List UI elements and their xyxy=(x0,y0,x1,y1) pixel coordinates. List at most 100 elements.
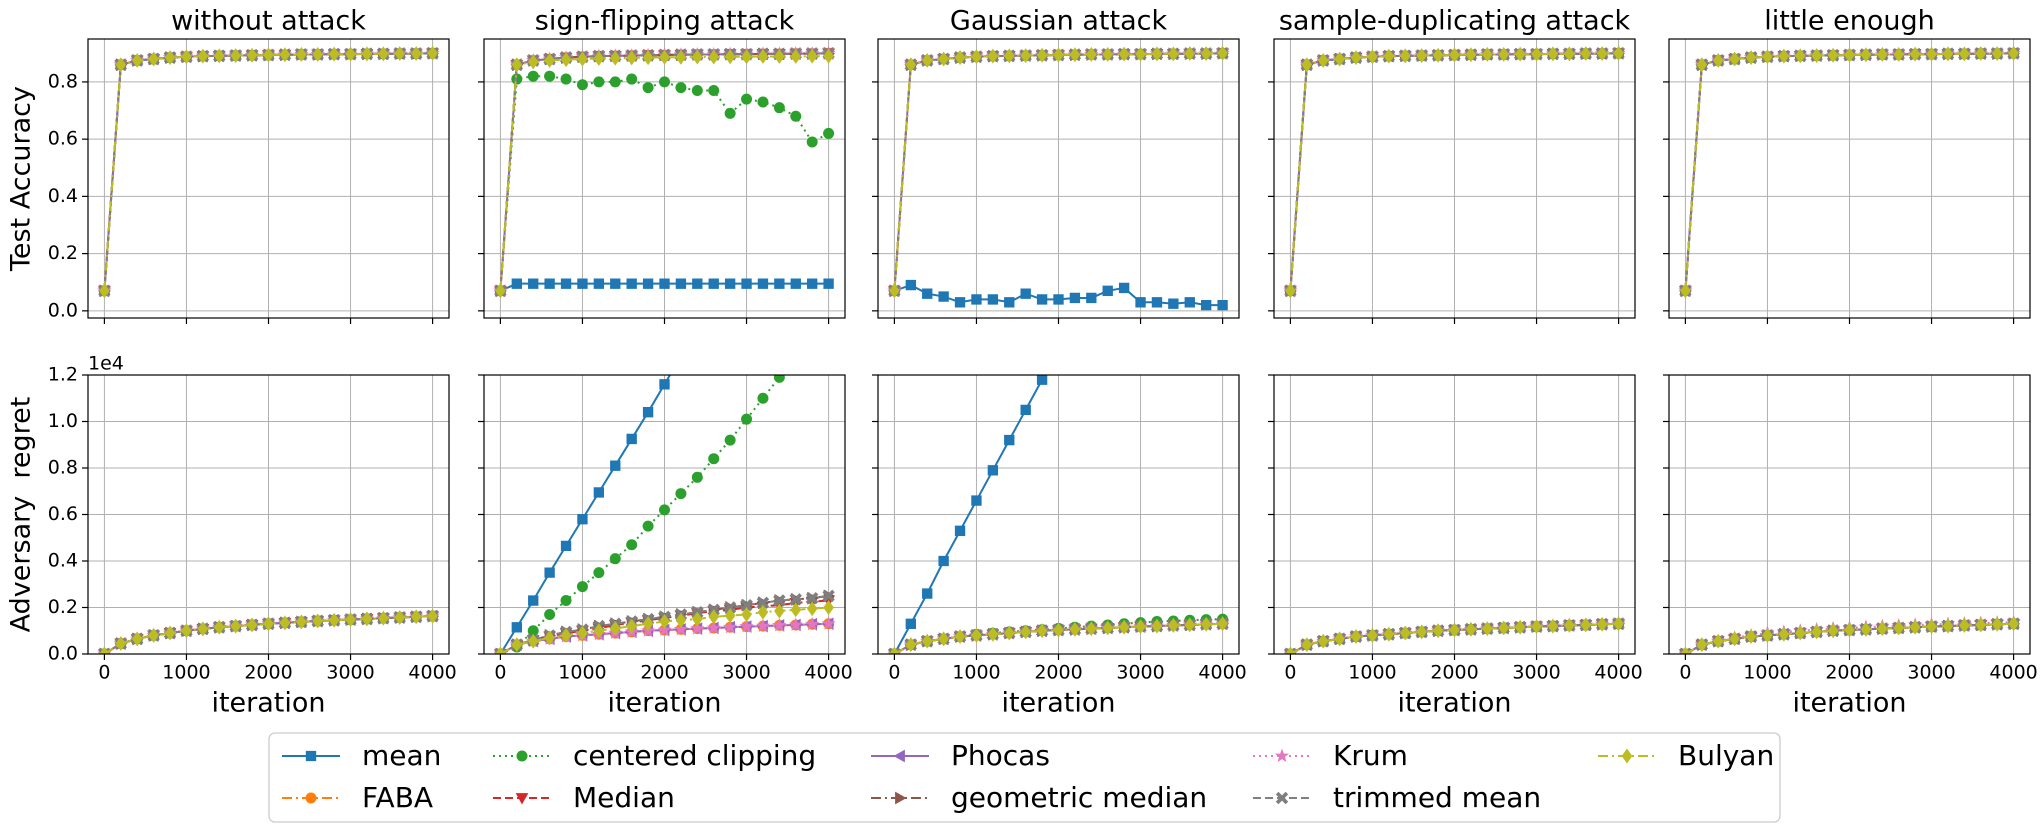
marker xyxy=(773,375,785,383)
subplot-title: sample-duplicating attack xyxy=(1279,6,1631,37)
marker xyxy=(692,278,703,289)
x-tick-label: 0 xyxy=(1679,662,1691,684)
legend-item: geometric median xyxy=(871,781,1207,814)
marker xyxy=(576,79,588,91)
marker xyxy=(1942,46,1954,62)
legend-item: trimmed mean xyxy=(1253,781,1541,814)
marker xyxy=(1860,47,1872,63)
marker xyxy=(1004,434,1015,446)
marker xyxy=(708,85,720,97)
marker xyxy=(757,278,769,289)
marker xyxy=(822,589,835,603)
y-tick-label: 1.0 xyxy=(48,410,78,432)
marker xyxy=(610,460,621,471)
marker xyxy=(131,52,143,68)
marker xyxy=(1449,622,1460,638)
marker xyxy=(2008,45,2019,61)
legend-frame xyxy=(268,732,1781,823)
marker xyxy=(626,278,637,289)
legend-marker xyxy=(516,750,528,762)
marker xyxy=(1383,626,1395,642)
y-axis-label: Test Accuracy xyxy=(6,86,37,272)
marker xyxy=(659,278,670,289)
marker xyxy=(757,392,769,404)
plot-area xyxy=(887,45,1230,311)
marker xyxy=(938,555,949,567)
marker xyxy=(410,609,422,625)
y-tick-label: 0.6 xyxy=(48,128,78,150)
marker xyxy=(788,617,803,632)
y-tick-label: 0.0 xyxy=(48,299,78,321)
marker xyxy=(724,434,736,446)
marker xyxy=(642,407,654,418)
subplot-title: Gaussian attack xyxy=(950,6,1168,37)
x-axis-label: iteration xyxy=(211,688,325,719)
marker xyxy=(345,612,356,628)
subplot: 0 1000 2000 3000 4000 0.0 0.2 0.4 0.6 0.8 1.0 1.2 it… xyxy=(6,353,457,719)
marker xyxy=(1151,618,1163,634)
legend-label: trimmed mean xyxy=(1333,781,1541,814)
marker xyxy=(1317,52,1329,68)
marker xyxy=(213,619,225,635)
marker xyxy=(1547,46,1559,62)
x-tick-label: 3000 xyxy=(326,662,374,684)
marker xyxy=(657,622,672,637)
marker xyxy=(1596,616,1608,632)
marker xyxy=(805,616,820,631)
marker xyxy=(1811,48,1822,64)
y-tick-label: 0.6 xyxy=(48,503,78,525)
marker xyxy=(889,646,900,654)
marker xyxy=(1680,283,1691,299)
marker xyxy=(773,102,785,114)
marker xyxy=(823,48,834,64)
marker xyxy=(181,49,192,65)
marker xyxy=(1003,48,1015,64)
marker xyxy=(279,615,291,631)
marker xyxy=(1416,48,1427,64)
x-tick-label: 4000 xyxy=(1198,662,1246,684)
marker xyxy=(361,46,373,62)
marker xyxy=(954,297,966,308)
marker xyxy=(544,52,555,68)
marker xyxy=(495,283,506,299)
marker xyxy=(1317,633,1329,649)
legend-label: Krum xyxy=(1333,739,1408,772)
marker xyxy=(560,52,572,68)
marker xyxy=(741,49,752,65)
marker xyxy=(1135,297,1146,308)
x-axis-label: iteration xyxy=(1397,688,1511,719)
marker xyxy=(1564,46,1575,62)
marker xyxy=(922,288,933,299)
marker xyxy=(659,613,670,629)
x-tick-label: 1000 xyxy=(558,662,606,684)
marker xyxy=(1069,47,1081,63)
marker xyxy=(131,631,143,647)
plot-area xyxy=(1283,45,1626,299)
marker xyxy=(593,567,605,579)
axes-frame xyxy=(87,38,450,319)
marker xyxy=(1745,629,1757,645)
marker xyxy=(1596,46,1608,62)
subplot: 0 1000 2000 3000 4000 iteration xyxy=(478,374,853,719)
x-axis-label: iteration xyxy=(1792,688,1906,719)
axes-frame xyxy=(87,374,450,655)
marker xyxy=(971,294,982,305)
marker xyxy=(1844,47,1855,63)
plot-area xyxy=(493,375,836,654)
legend-marker xyxy=(515,793,529,805)
y-tick-label: 0.2 xyxy=(48,596,78,618)
marker xyxy=(821,616,836,630)
marker xyxy=(774,48,785,64)
legend-item: Median xyxy=(493,781,675,814)
x-tick-label: 3000 xyxy=(722,662,770,684)
marker xyxy=(708,453,720,465)
marker xyxy=(806,601,818,617)
marker xyxy=(1151,46,1163,62)
marker xyxy=(361,611,373,627)
marker xyxy=(724,107,736,119)
marker xyxy=(1926,619,1937,635)
x-tick-label: 4000 xyxy=(1594,662,1642,684)
marker xyxy=(1135,46,1146,62)
marker xyxy=(675,82,687,94)
